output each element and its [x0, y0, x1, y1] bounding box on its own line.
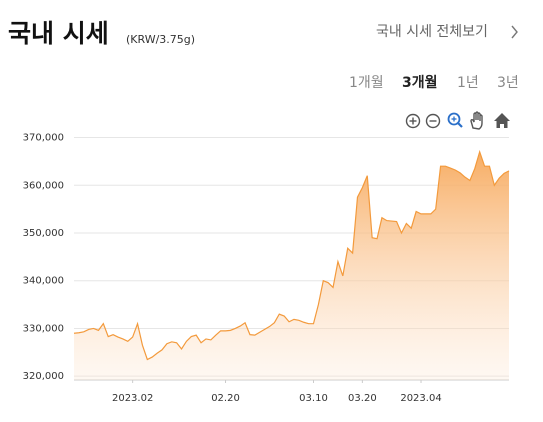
period-tab[interactable]: 3년	[497, 75, 519, 91]
zoom-out[interactable]	[425, 113, 441, 129]
x-tick-label: 2023.02	[112, 393, 153, 404]
y-tick-label: 320,000	[23, 371, 64, 382]
y-tick-label: 370,000	[23, 133, 64, 144]
title: 국내 시세	[8, 19, 109, 48]
period-tab[interactable]: 3개월	[402, 74, 438, 91]
y-tick-label: 330,000	[23, 323, 64, 334]
y-tick-label: 340,000	[23, 276, 64, 287]
period-tab[interactable]: 1개월	[349, 75, 384, 91]
unit: (KRW/3.75g)	[126, 33, 195, 46]
period-tabs: 1개월 3개월 1년 3년	[349, 74, 519, 91]
price-line	[73, 149, 510, 361]
view-all-link[interactable]: 국내 시세 전체보기	[376, 24, 518, 40]
link-text[interactable]: 국내 시세 전체보기	[376, 24, 488, 40]
x-tick-label: 02.20	[211, 393, 240, 404]
chart: 320,000 330,000 340,000 350,000 360,000 370,0…	[23, 133, 510, 404]
zoom-in[interactable]	[405, 113, 421, 129]
y-tick-label: 360,000	[23, 180, 64, 191]
pan[interactable]	[470, 111, 483, 130]
x-tick-label: 2023.04	[400, 393, 441, 404]
period-tab[interactable]: 1년	[457, 75, 479, 91]
x-tick-label: 03.20	[348, 393, 377, 404]
toolbar	[405, 111, 510, 130]
x-tick-label: 03.10	[299, 393, 328, 404]
reset-home[interactable]	[494, 113, 510, 128]
zoom-select[interactable]	[447, 112, 463, 128]
chevron[interactable]	[511, 25, 518, 39]
y-tick-label: 350,000	[23, 228, 64, 239]
area-fill	[74, 151, 509, 380]
